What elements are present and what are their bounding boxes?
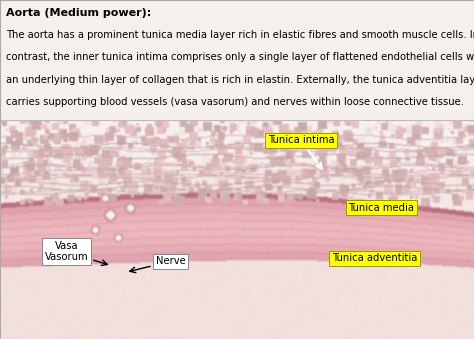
Text: contrast, the inner tunica intima comprises only a single layer of flattened end: contrast, the inner tunica intima compri… <box>6 52 474 62</box>
Text: The aorta has a prominent tunica media layer rich in elastic fibres and smooth m: The aorta has a prominent tunica media l… <box>6 30 474 40</box>
Text: Tunica media: Tunica media <box>348 203 414 213</box>
Text: an underlying thin layer of collagen that is rich in elastin. Externally, the tu: an underlying thin layer of collagen tha… <box>6 75 474 85</box>
FancyBboxPatch shape <box>0 0 474 120</box>
Text: Vasa
Vasorum: Vasa Vasorum <box>45 241 107 265</box>
Text: carries supporting blood vessels (vasa vasorum) and nerves within loose connecti: carries supporting blood vessels (vasa v… <box>6 97 464 107</box>
Text: Tunica intima: Tunica intima <box>268 135 334 169</box>
Text: Tunica adventitia: Tunica adventitia <box>332 253 417 263</box>
Text: Aorta (Medium power):: Aorta (Medium power): <box>6 8 151 18</box>
Text: Nerve: Nerve <box>130 256 185 273</box>
